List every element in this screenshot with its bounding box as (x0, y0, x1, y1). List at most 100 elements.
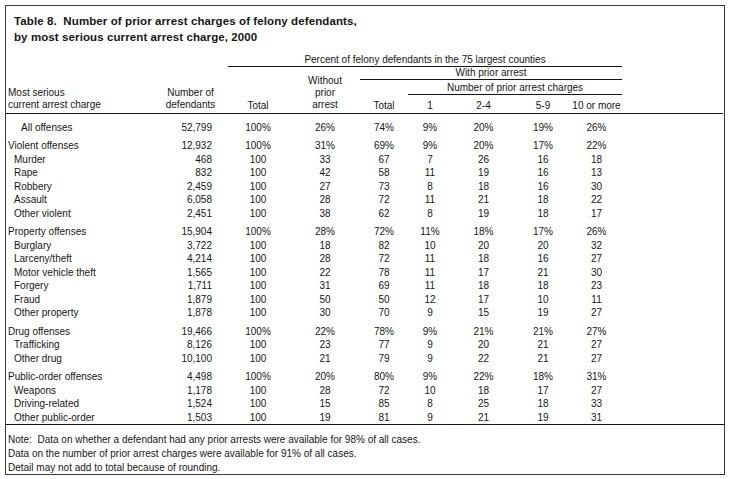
table-row: Weapons1,178100287210181727 (6, 383, 723, 397)
header-with-prior-total: Total (360, 80, 408, 114)
cell: 100% (226, 365, 290, 384)
cell: 78 (360, 265, 408, 279)
cell: 15,904 (155, 220, 226, 239)
cell: 9% (408, 319, 452, 338)
row-filler (622, 252, 723, 266)
row-filler (622, 206, 723, 220)
cell: 19 (515, 410, 571, 424)
cell: 21 (515, 338, 571, 352)
row-label: Public-order offenses (6, 365, 155, 384)
cell: 38 (290, 206, 360, 220)
table-row: Murder46810033677261618 (6, 152, 723, 166)
cell: 31 (290, 279, 360, 293)
cell: 17 (452, 265, 515, 279)
cell: 9% (408, 114, 452, 134)
cell: 16 (515, 252, 571, 266)
header-charges-2-4: 2-4 (452, 95, 515, 114)
row-label: All offenses (6, 114, 155, 134)
row-filler (622, 365, 723, 384)
cell: 11% (408, 220, 452, 239)
cell: 100% (226, 319, 290, 338)
cell: 72 (360, 193, 408, 207)
cell: 16 (515, 166, 571, 180)
cell: 33 (571, 397, 622, 411)
row-filler (622, 292, 723, 306)
cell: 79 (360, 351, 408, 365)
cell: 832 (155, 166, 226, 180)
row-label: Motor vehicle theft (6, 265, 155, 279)
cell: 26% (290, 114, 360, 134)
cell: 8 (408, 206, 452, 220)
cell: 16 (515, 152, 571, 166)
header-row-with-prior: Most serious current arrest charge Numbe… (6, 67, 723, 80)
cell: 10 (408, 238, 452, 252)
cell: 1,524 (155, 397, 226, 411)
cell: 22% (571, 134, 622, 153)
cell: 10,100 (155, 351, 226, 365)
cell: 100 (226, 306, 290, 320)
row-label: Murder (6, 152, 155, 166)
cell: 30 (290, 306, 360, 320)
cell: 74% (360, 114, 408, 134)
row-label: Burglary (6, 238, 155, 252)
cell: 31% (290, 134, 360, 153)
cell: 100 (226, 179, 290, 193)
cell: 27 (290, 179, 360, 193)
cell: 9% (408, 134, 452, 153)
cell: 19 (452, 166, 515, 180)
cell: 18% (452, 220, 515, 239)
row-label: Trafficking (6, 338, 155, 352)
cell: 69% (360, 134, 408, 153)
header-most-serious-charge: Most serious current arrest charge (6, 67, 155, 114)
row-label: Robbery (6, 179, 155, 193)
cell: 12 (408, 292, 452, 306)
header-spacer (6, 53, 155, 67)
cell: 27 (571, 351, 622, 365)
cell: 21 (515, 265, 571, 279)
table-row: All offenses52,799100%26%74%9%20%19%26% (6, 114, 723, 134)
cell: 9 (408, 351, 452, 365)
table-row: Drug offenses19,466100%22%78%9%21%21%27% (6, 319, 723, 338)
cell: 67 (360, 152, 408, 166)
cell: 72 (360, 383, 408, 397)
table-row: Property offenses15,904100%28%72%11%18%1… (6, 220, 723, 239)
cell: 100 (226, 292, 290, 306)
cell: 100 (226, 397, 290, 411)
row-label: Weapons (6, 383, 155, 397)
cell: 10 (408, 383, 452, 397)
cell: 50 (360, 292, 408, 306)
cell: 21 (515, 351, 571, 365)
cell: 20% (452, 134, 515, 153)
table-row: Public-order offenses4,498100%20%80%9%22… (6, 365, 723, 384)
cell: 15 (290, 397, 360, 411)
cell: 1,503 (155, 410, 226, 424)
header-row-percent-span: Percent of felony defendants in the 75 l… (6, 53, 723, 67)
row-filler (622, 265, 723, 279)
header-spacer (155, 53, 226, 67)
cell: 4,214 (155, 252, 226, 266)
row-label: Violent offenses (6, 134, 155, 153)
header-number-of-defendants: Number of defendants (155, 67, 226, 114)
row-filler (622, 134, 723, 153)
cell: 18% (515, 365, 571, 384)
cell: 52,799 (155, 114, 226, 134)
cell: 27% (571, 319, 622, 338)
cell: 100 (226, 152, 290, 166)
cell: 81 (360, 410, 408, 424)
header-without-prior-arrest: Without prior arrest (290, 67, 360, 114)
cell: 9% (408, 365, 452, 384)
header-charges-10-or-more: 10 or more (571, 95, 622, 114)
cell: 17% (515, 134, 571, 153)
row-label: Fraud (6, 292, 155, 306)
cell: 70 (360, 306, 408, 320)
cell: 100 (226, 351, 290, 365)
cell: 28 (290, 193, 360, 207)
cell: 17 (515, 383, 571, 397)
cell: 26 (452, 152, 515, 166)
cell: 19 (452, 206, 515, 220)
row-label: Driving-related (6, 397, 155, 411)
header-filler (622, 53, 723, 114)
table-row: Assault6,058100287211211822 (6, 193, 723, 207)
cell: 50 (290, 292, 360, 306)
cell: 2,451 (155, 206, 226, 220)
